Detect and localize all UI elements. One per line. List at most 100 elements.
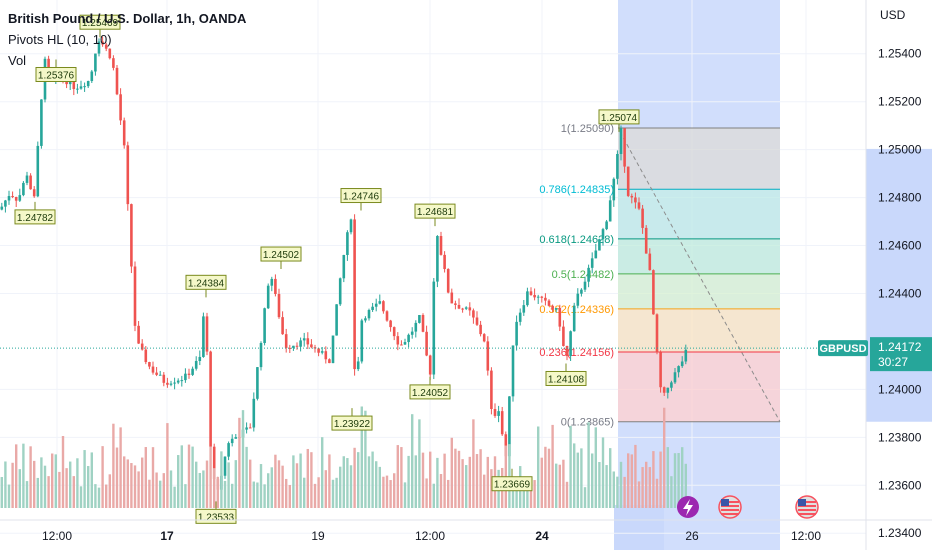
candle-body	[148, 362, 151, 367]
volume-bar	[177, 455, 180, 508]
volume-bar	[623, 476, 626, 508]
candle-body	[108, 48, 112, 59]
volume-bar	[346, 458, 349, 508]
candle-body	[619, 128, 623, 154]
volume-bar	[526, 476, 529, 508]
pivot-low-marker[interactable]	[545, 370, 587, 386]
volume-bar	[403, 482, 407, 508]
volume-bar	[69, 461, 72, 508]
volume-bar	[126, 459, 129, 508]
pivots-indicator-label[interactable]: Pivots HL (10, 10)	[8, 32, 112, 47]
symbol-title[interactable]: British Pound / U.S. Dollar, 1h, OANDA	[8, 11, 247, 26]
pivot-high-marker[interactable]	[598, 109, 640, 125]
time-tick-label: 12:00	[791, 529, 821, 543]
candle-body	[234, 437, 238, 439]
candle-body	[468, 307, 472, 311]
candle-body	[173, 382, 176, 384]
volume-bar	[335, 477, 338, 508]
volume-bar	[51, 453, 54, 508]
fib-level-label: 0(1.23865)	[561, 417, 614, 429]
pivot-low-marker[interactable]	[409, 384, 451, 400]
volume-bar	[231, 483, 234, 508]
candle-body	[461, 308, 464, 310]
volume-bar	[468, 456, 471, 508]
candle-body	[389, 320, 392, 328]
volume-bar	[601, 437, 605, 508]
volume-bar	[105, 484, 108, 508]
candle-body	[191, 368, 194, 375]
candle-body	[14, 197, 18, 201]
volume-bar	[529, 486, 533, 508]
candle-body	[407, 334, 410, 343]
candle-body	[637, 202, 641, 209]
candle-body	[432, 281, 436, 375]
volume-bar	[184, 484, 187, 508]
volume-bar	[245, 446, 248, 508]
flag-canton	[721, 499, 729, 506]
last-price-tag[interactable]	[870, 337, 932, 372]
volume-bar	[33, 460, 36, 508]
candle-body	[310, 344, 313, 348]
volume-bar	[562, 459, 565, 508]
candle-body	[450, 292, 454, 304]
candle-body	[202, 316, 205, 357]
price-tick-label: 1.24000	[878, 382, 922, 396]
price-tick-label: 1.24400	[878, 286, 922, 300]
candle-body	[126, 145, 130, 205]
volume-bar	[681, 447, 684, 508]
volume-bar	[655, 478, 659, 508]
candle-body	[540, 296, 544, 298]
fib-zone	[618, 308, 780, 352]
volume-bar	[418, 419, 421, 508]
candle-body	[515, 321, 518, 346]
volume-bar	[389, 480, 392, 508]
candle-body	[479, 324, 482, 335]
pivot-low-marker[interactable]	[491, 476, 533, 492]
currency-label[interactable]: USD	[880, 8, 906, 22]
volume-bar	[303, 477, 306, 508]
volume-bar	[274, 454, 277, 508]
volume-bar	[605, 465, 608, 508]
volume-bar	[213, 468, 216, 508]
volume-bar	[648, 467, 651, 508]
candle-body	[158, 374, 162, 376]
pivot-low-label: 1.23533	[198, 512, 235, 523]
volume-bar	[72, 476, 75, 508]
volume-bar	[223, 480, 227, 508]
pivot-low-label: 1.25376	[38, 70, 75, 81]
volume-bar	[630, 454, 633, 508]
symbol-tag[interactable]	[818, 340, 868, 357]
volume-bar	[540, 457, 543, 508]
volume-bar	[209, 446, 212, 508]
pivot-high-marker[interactable]	[260, 246, 302, 262]
candle-body	[443, 254, 446, 270]
pivot-high-label: 1.25074	[601, 113, 638, 124]
candle-body	[529, 291, 533, 295]
pivot-high-marker[interactable]	[79, 14, 121, 30]
volume-bar	[166, 423, 169, 508]
volume-bar	[43, 465, 47, 508]
candle-body	[169, 383, 173, 385]
pivot-high-marker[interactable]	[185, 274, 227, 290]
candle-body	[565, 345, 569, 357]
volume-bar	[378, 466, 381, 508]
volume-bar	[436, 457, 439, 508]
candle-body	[425, 331, 428, 356]
pivot-low-marker[interactable]	[35, 66, 77, 82]
pivot-low-marker[interactable]	[331, 415, 373, 431]
volume-bar	[673, 453, 677, 508]
pivot-high-marker[interactable]	[340, 188, 382, 204]
candle-body	[4, 200, 7, 207]
candle-body	[144, 349, 148, 363]
pivot-low-marker[interactable]	[14, 209, 56, 225]
candle-body	[454, 303, 457, 305]
candle-body	[673, 372, 677, 383]
candle-body	[227, 443, 230, 457]
volume-bar	[587, 422, 590, 508]
candle-body	[677, 366, 680, 373]
pivot-high-marker[interactable]	[414, 203, 456, 219]
pivot-high-label: 1.24384	[188, 278, 225, 289]
volume-indicator-label[interactable]: Vol	[8, 53, 27, 68]
volume-bar	[360, 406, 363, 508]
